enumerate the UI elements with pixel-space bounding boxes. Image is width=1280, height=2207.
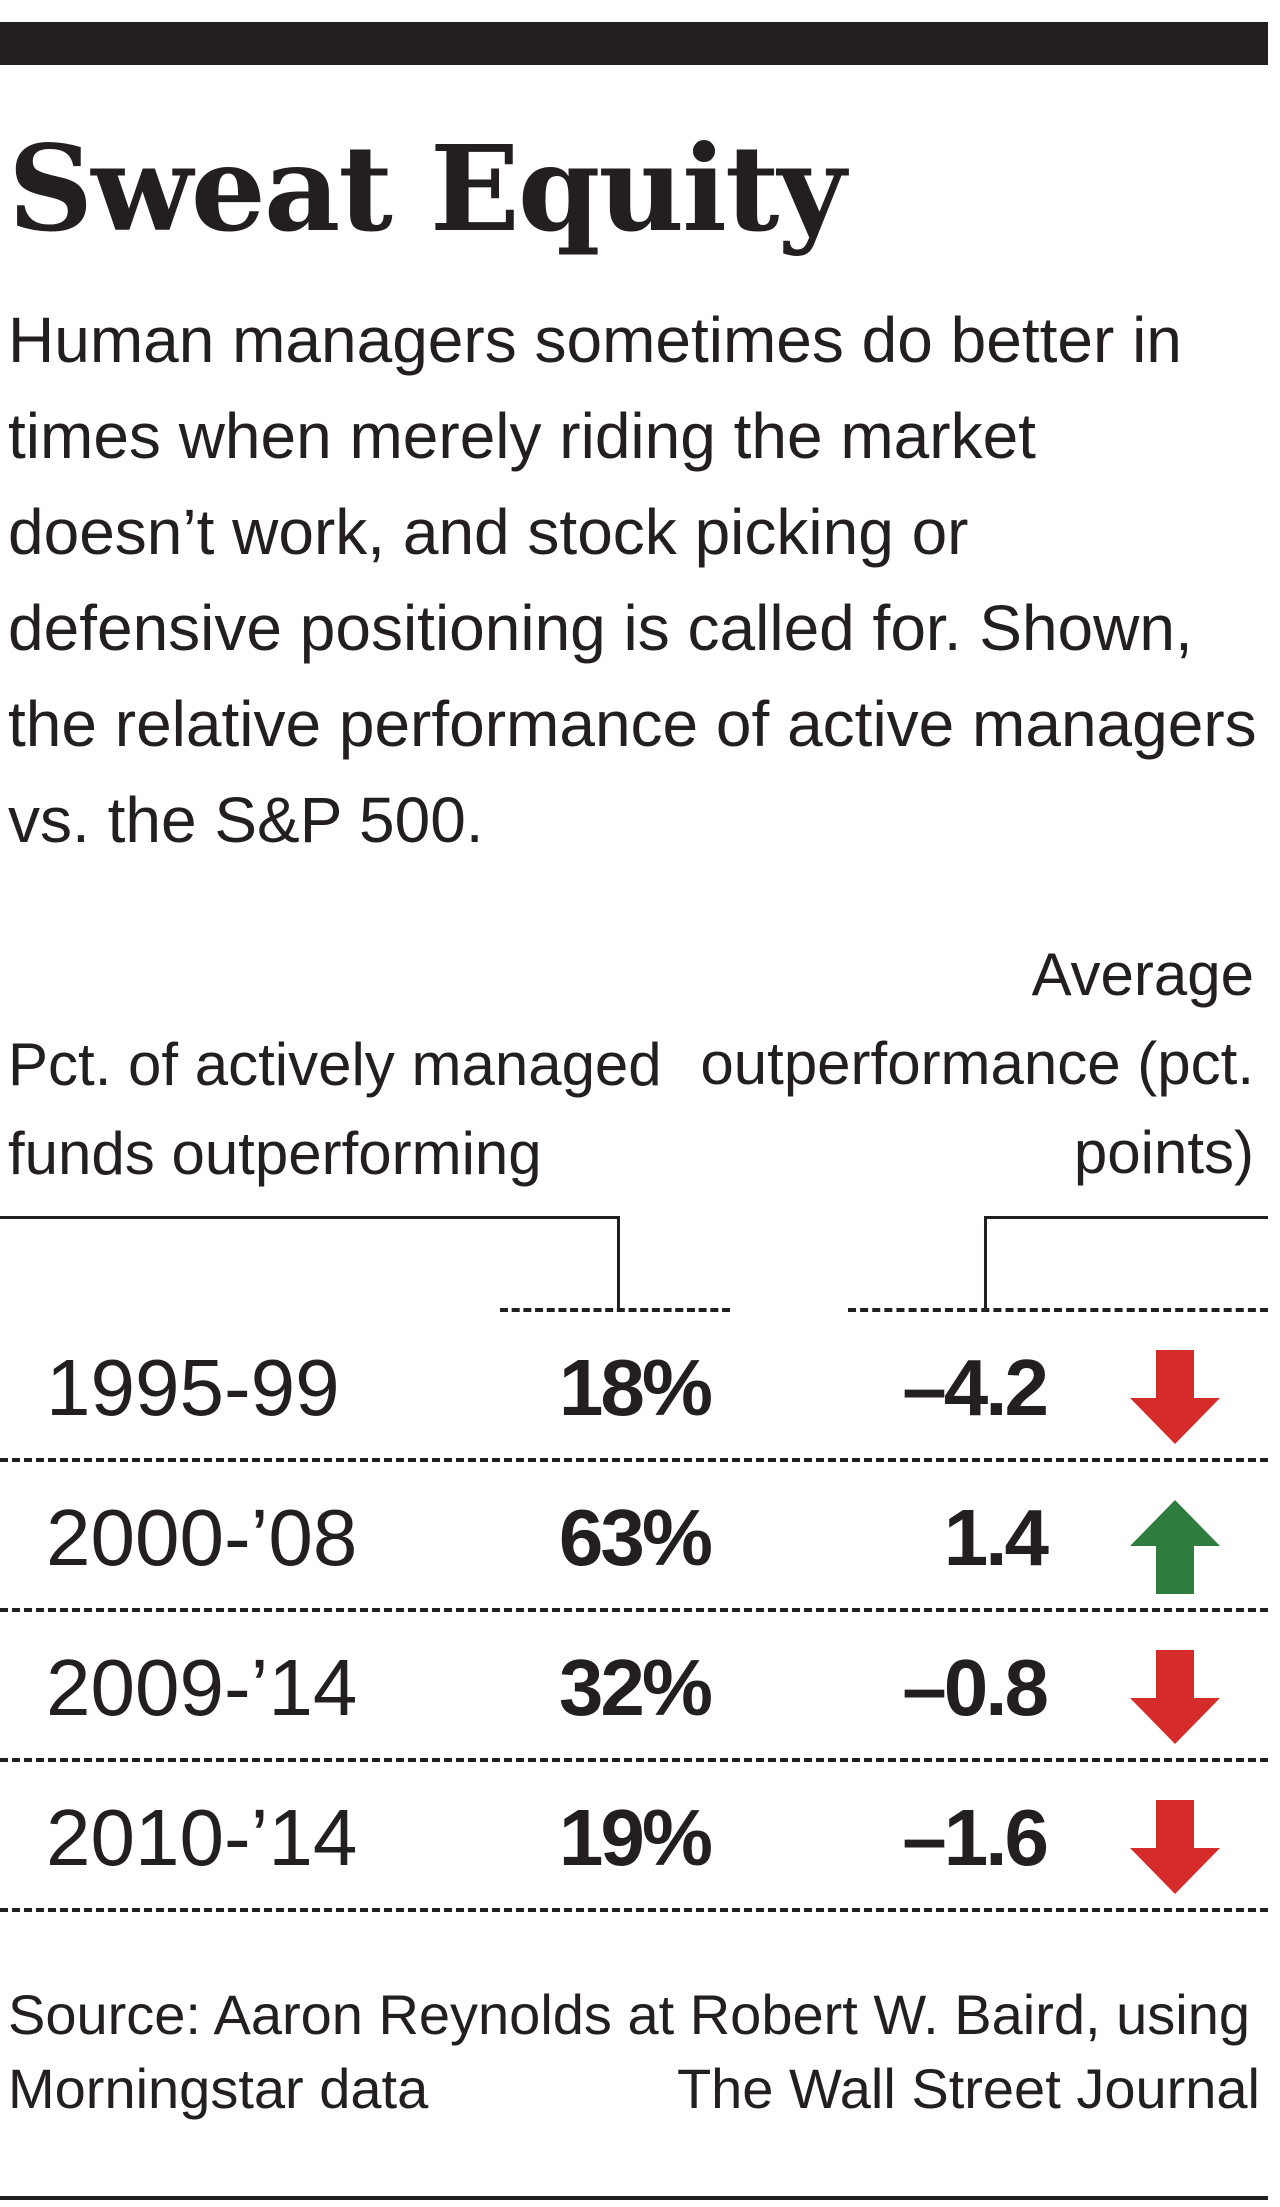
row-pct-outperforming: 63% — [558, 1493, 713, 1582]
bottom-rule — [0, 2196, 1268, 2200]
column-bracket-pct — [0, 1216, 620, 1311]
column-bracket-outperformance — [984, 1216, 1268, 1311]
row-divider — [0, 1608, 1268, 1612]
row-avg-outperformance: 1.4 — [943, 1493, 1049, 1582]
header-divider-outperformance — [848, 1308, 1268, 1312]
table-row: 2000-’08 63% 1.4 — [0, 1462, 1280, 1612]
row-avg-outperformance: –0.8 — [902, 1643, 1049, 1732]
table-row: 1995-99 18% –4.2 — [0, 1312, 1280, 1462]
row-avg-outperformance: –1.6 — [902, 1793, 1049, 1882]
top-rule — [0, 22, 1268, 65]
footer: Source: Aaron Reynolds at Robert W. Bair… — [8, 1978, 1260, 2126]
chart-title: Sweat Equity — [8, 119, 846, 258]
arrow-down-icon — [1130, 1650, 1220, 1744]
row-pct-outperforming: 18% — [558, 1343, 713, 1432]
row-pct-outperforming: 19% — [558, 1793, 713, 1882]
arrow-up-icon — [1130, 1500, 1220, 1594]
arrow-down-icon — [1130, 1800, 1220, 1894]
table-row: 2009-’14 32% –0.8 — [0, 1612, 1280, 1762]
table-row: 2010-’14 19% –1.6 — [0, 1762, 1280, 1912]
arrow-down-icon — [1130, 1350, 1220, 1444]
row-period: 2009-’14 — [46, 1643, 358, 1732]
header-divider-pct — [500, 1308, 730, 1312]
row-period: 2000-’08 — [46, 1493, 358, 1582]
row-pct-outperforming: 32% — [558, 1643, 713, 1732]
column-header-pct: Pct. of actively managed funds outperfor… — [8, 1031, 662, 1187]
source-note: Source: Aaron Reynolds at Robert W. Bair… — [8, 1983, 1250, 2120]
row-divider — [0, 1908, 1268, 1912]
row-avg-outperformance: –4.2 — [902, 1343, 1049, 1432]
column-header-outperformance: Average outperformance (pct. points) — [700, 941, 1254, 1186]
row-divider — [0, 1458, 1268, 1462]
chart-subtitle: Human managers sometimes do better in ti… — [8, 304, 1257, 856]
credit-line: The Wall Street Journal — [676, 2057, 1260, 2120]
row-divider — [0, 1758, 1268, 1762]
row-period: 2010-’14 — [46, 1793, 358, 1882]
row-period: 1995-99 — [46, 1343, 340, 1432]
